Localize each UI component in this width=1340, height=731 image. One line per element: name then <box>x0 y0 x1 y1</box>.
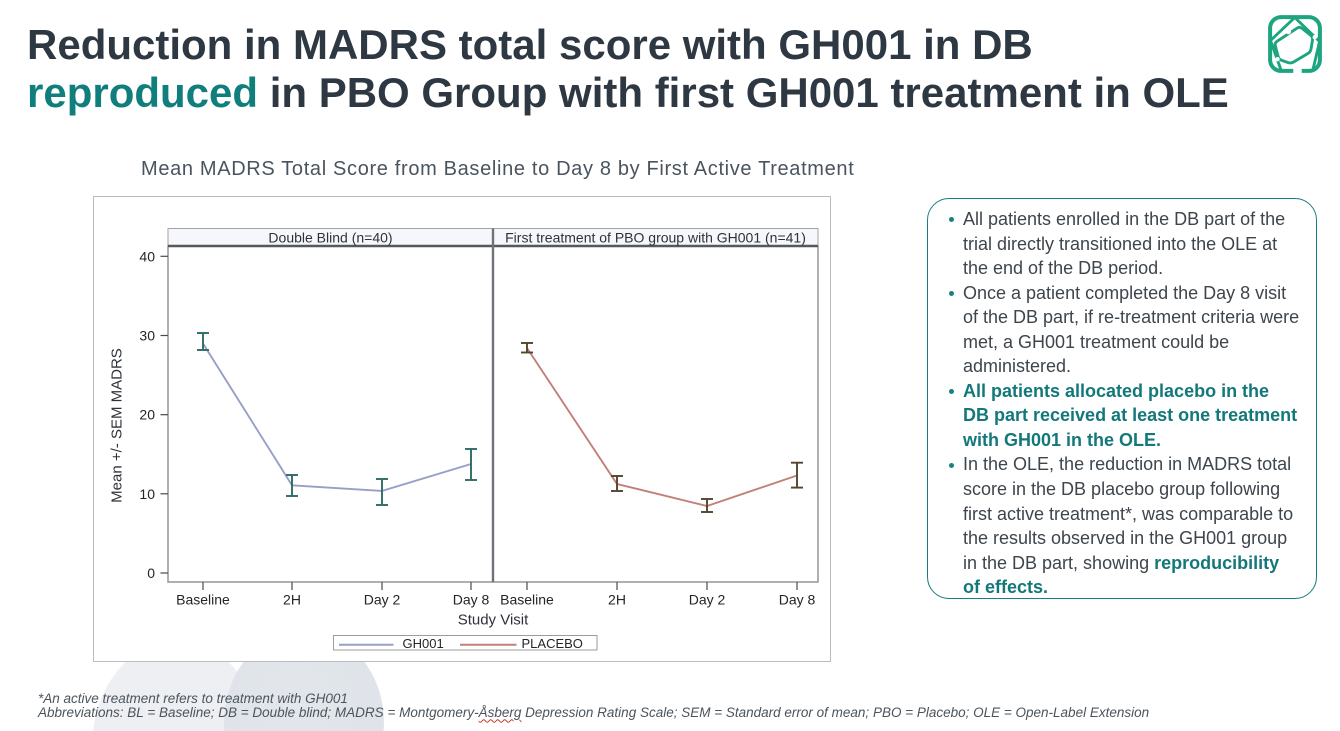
svg-text:Study Visit: Study Visit <box>458 612 529 629</box>
svg-text:30: 30 <box>139 328 155 344</box>
svg-text:Day 2: Day 2 <box>364 592 401 608</box>
svg-text:10: 10 <box>139 486 155 502</box>
svg-text:2H: 2H <box>608 592 626 608</box>
svg-text:2H: 2H <box>283 592 301 608</box>
svg-text:Baseline: Baseline <box>500 592 554 608</box>
svg-text:Day 2: Day 2 <box>689 592 726 608</box>
svg-text:Day 8: Day 8 <box>779 592 816 608</box>
svg-text:PLACEBO: PLACEBO <box>522 636 583 651</box>
svg-text:0: 0 <box>147 565 155 581</box>
svg-text:Double Blind (n=40): Double Blind (n=40) <box>268 229 392 245</box>
svg-text:GH001: GH001 <box>403 636 444 651</box>
svg-text:20: 20 <box>139 407 155 423</box>
svg-text:Mean +/- SEM MADRS: Mean +/- SEM MADRS <box>109 348 126 503</box>
svg-text:Day 8: Day 8 <box>453 592 490 608</box>
svg-text:First treatment of PBO group w: First treatment of PBO group with GH001 … <box>505 229 806 245</box>
svg-text:40: 40 <box>139 248 155 264</box>
svg-text:Baseline: Baseline <box>176 592 230 608</box>
